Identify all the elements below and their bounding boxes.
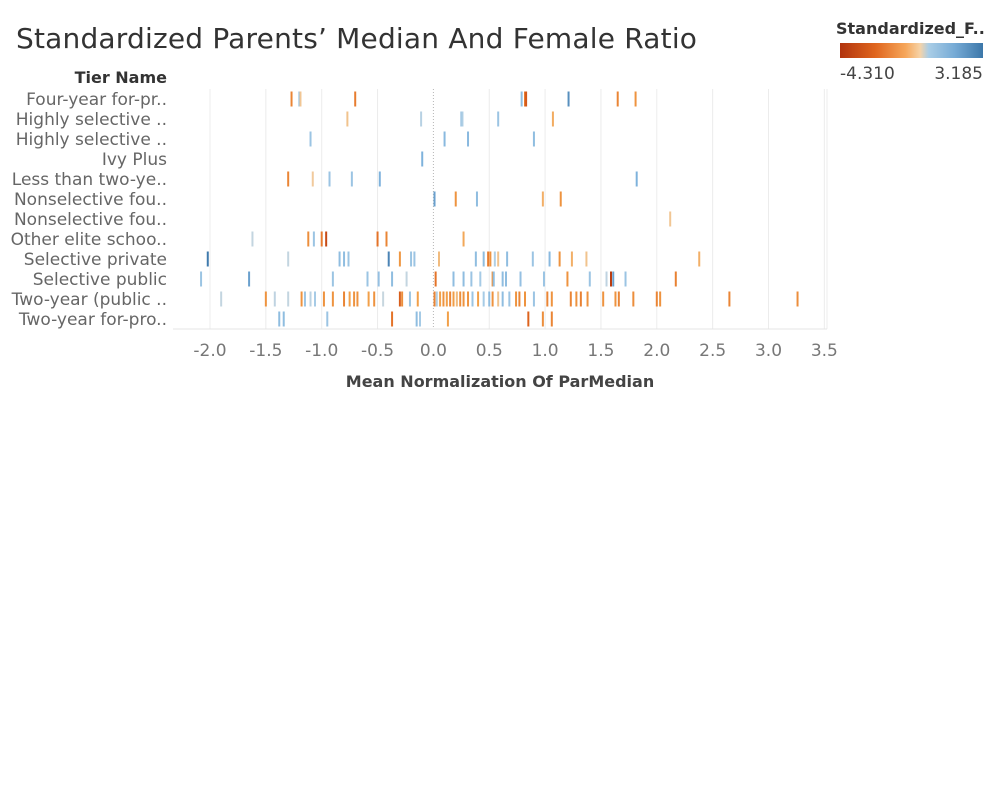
x-axis-ticks: -2.0 -1.5 -1.0 -0.5 0.0 0.5 1.0 1.5 2.0 2.5 3.0 3.5	[193, 341, 837, 361]
x-tick-label: 3.5	[811, 341, 838, 361]
x-tick-label: 3.0	[755, 341, 782, 361]
row-label[interactable]: Nonselective fou..	[14, 190, 167, 210]
x-tick-label: -1.0	[305, 341, 338, 361]
row-header[interactable]: Tier Name	[75, 68, 168, 87]
x-tick-label: 2.5	[699, 341, 726, 361]
color-legend-max: 3.185	[934, 64, 983, 84]
plot-area	[173, 89, 827, 329]
row-label[interactable]: Two-year (public ..	[11, 290, 167, 310]
row-label[interactable]: Highly selective ..	[16, 130, 167, 150]
x-tick-label: 1.5	[587, 341, 614, 361]
row-label[interactable]: Selective public	[33, 270, 167, 290]
row-labels: Four-year for-pr..Highly selective ..Hig…	[11, 90, 168, 330]
row-label[interactable]: Highly selective ..	[16, 110, 167, 130]
row-label[interactable]: Nonselective fou..	[14, 210, 167, 230]
gridlines	[173, 89, 828, 330]
x-axis-title: Mean Normalization Of ParMedian	[346, 372, 654, 391]
x-tick-label: 2.0	[643, 341, 670, 361]
row-label[interactable]: Two-year for-pro..	[18, 310, 167, 330]
x-tick-label: 0.0	[420, 341, 447, 361]
x-tick-label: 0.5	[476, 341, 503, 361]
color-legend-title[interactable]: Standardized_F..	[836, 19, 985, 38]
row-label[interactable]: Four-year for-pr..	[26, 90, 167, 110]
x-tick-label: 1.0	[532, 341, 559, 361]
tick-marks	[200, 91, 799, 327]
x-tick-label: -2.0	[193, 341, 226, 361]
x-tick-label: -0.5	[361, 341, 394, 361]
color-legend-min: -4.310	[840, 64, 895, 84]
row-label[interactable]: Other elite schoo..	[11, 230, 167, 250]
row-label[interactable]: Less than two-ye..	[12, 170, 167, 190]
chart-title: Standardized Parents’ Median And Female …	[16, 22, 698, 55]
row-label[interactable]: Ivy Plus	[102, 150, 167, 170]
row-label[interactable]: Selective private	[24, 250, 167, 270]
color-legend-ramp	[840, 43, 983, 58]
x-tick-label: -1.5	[249, 341, 282, 361]
